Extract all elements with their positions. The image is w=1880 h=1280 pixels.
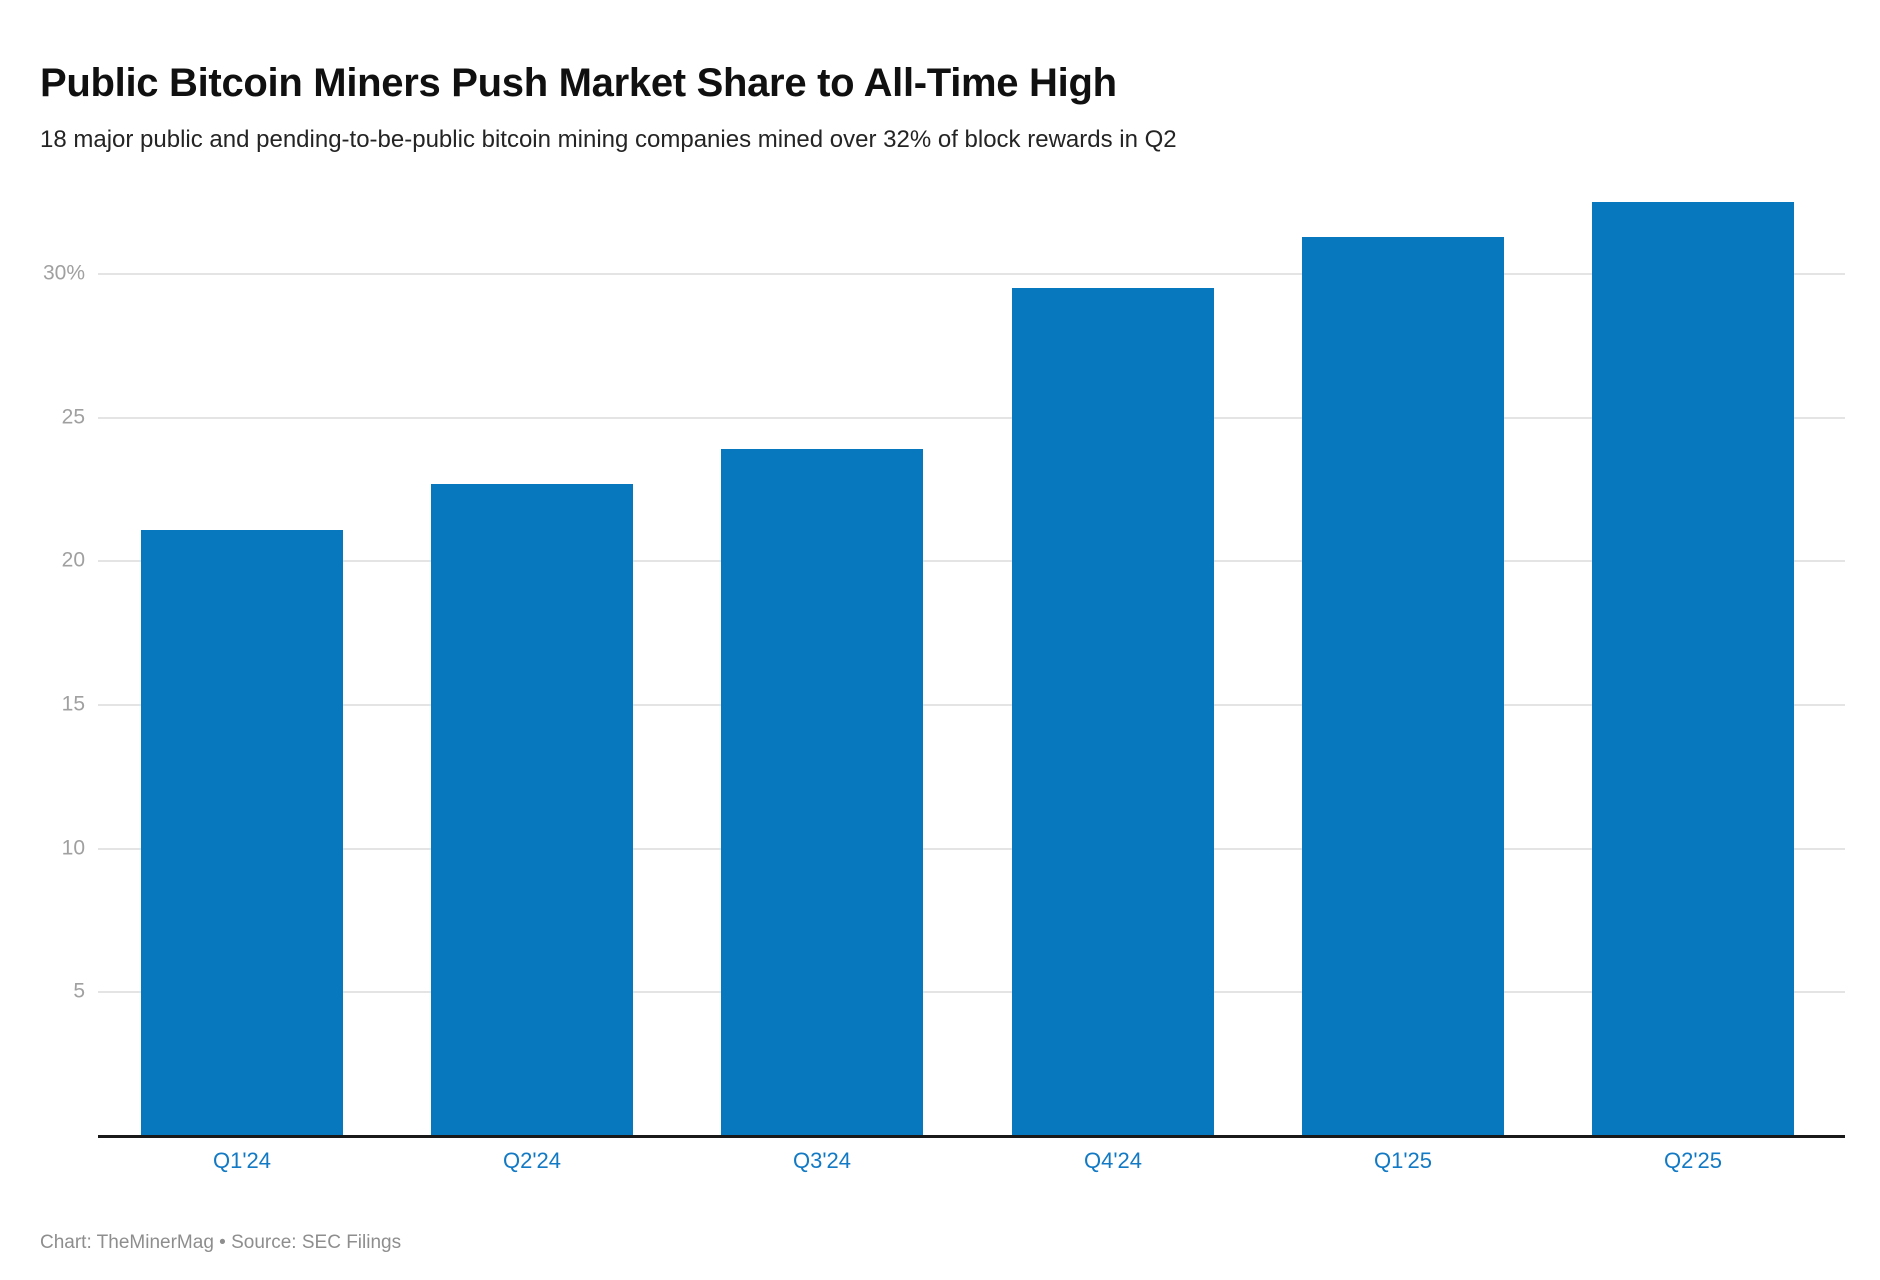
y-axis-tick-label: 10 bbox=[61, 836, 85, 860]
x-axis-tick-label-q4-24: Q4'24 bbox=[1083, 1148, 1143, 1173]
x-axis-tick-label-q2-24: Q2'24 bbox=[502, 1148, 562, 1173]
bar-q1-25 bbox=[1302, 237, 1504, 1136]
bar-q2-25 bbox=[1592, 202, 1794, 1136]
bar-q3-24 bbox=[721, 449, 923, 1136]
y-gridline bbox=[98, 991, 1845, 994]
y-gridline bbox=[98, 704, 1845, 706]
y-axis-tick-label: 15 bbox=[61, 692, 85, 716]
y-axis-tick-label: 30% bbox=[42, 261, 85, 285]
y-gridline bbox=[98, 560, 1845, 563]
y-gridline bbox=[98, 273, 1845, 275]
chart-title: Public Bitcoin Miners Push Market Share … bbox=[40, 60, 1117, 105]
y-gridline bbox=[98, 847, 1845, 850]
y-axis-tick-label: 25 bbox=[61, 405, 85, 429]
y-axis-tick-label: 20 bbox=[61, 548, 85, 572]
chart-subtitle: 18 major public and pending-to-be-public… bbox=[40, 126, 1177, 153]
y-axis-tick-label: 5 bbox=[73, 979, 85, 1003]
x-axis-tick-label-q1-25: Q1'25 bbox=[1373, 1148, 1433, 1173]
x-axis-tick-label-q1-24: Q1'24 bbox=[212, 1148, 272, 1173]
bar-q4-24 bbox=[1012, 288, 1214, 1136]
x-axis-tick-label-q3-24: Q3'24 bbox=[792, 1148, 852, 1173]
chart-source-attribution: Chart: TheMinerMag • Source: SEC Filings bbox=[40, 1232, 402, 1253]
y-gridline bbox=[98, 416, 1845, 419]
x-axis-line bbox=[98, 1135, 1845, 1138]
bar-q2-24 bbox=[431, 484, 633, 1136]
x-axis-tick-label-q2-25: Q2'25 bbox=[1663, 1148, 1723, 1173]
bar-q1-24 bbox=[141, 530, 343, 1136]
